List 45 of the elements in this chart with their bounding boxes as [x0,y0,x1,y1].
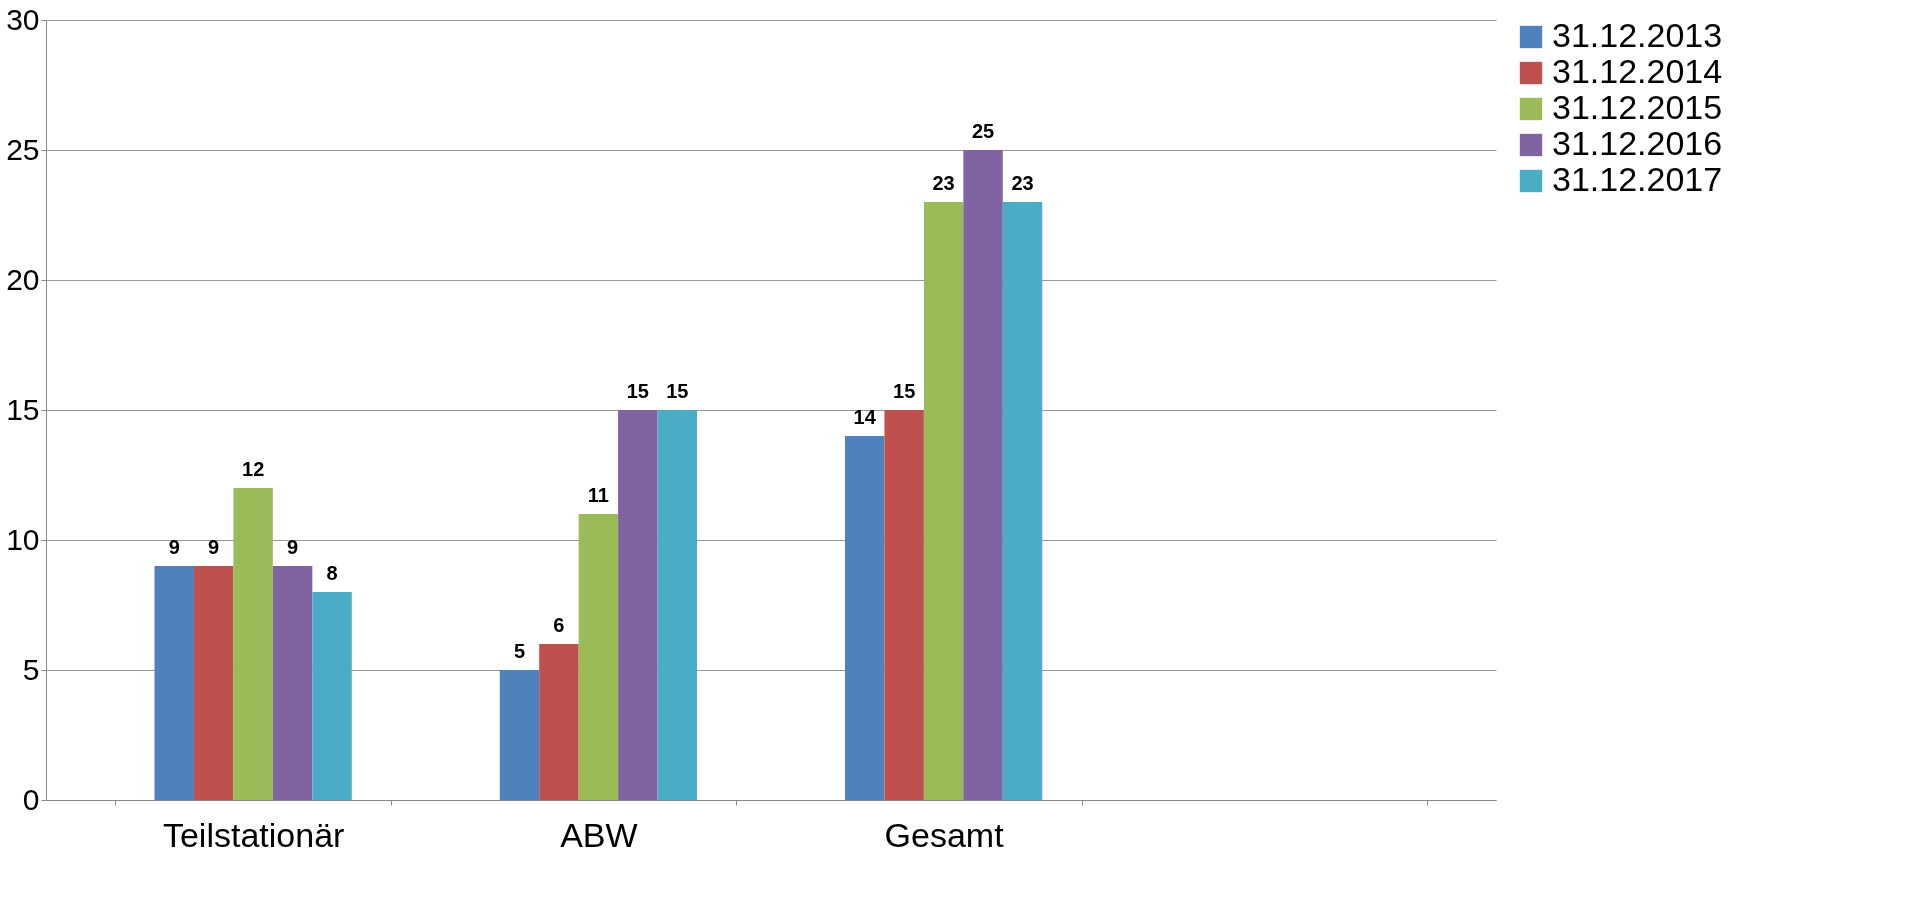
y-tick-label: 15 [6,392,40,426]
data-label: 9 [208,536,220,558]
y-tick-label: 0 [22,782,40,816]
y-tick-label: 30 [6,2,40,36]
bar [844,436,885,800]
data-label: 9 [168,536,180,558]
data-label: 5 [513,640,526,662]
bar [884,410,924,800]
legend-label: 31.12.2013 [1552,16,1723,54]
bar [312,592,352,800]
bar [963,150,1003,800]
data-label: 11 [587,484,609,506]
legend-label: 31.12.2016 [1552,124,1723,162]
bar [193,566,234,800]
data-label: 23 [932,172,955,194]
x-tick-label: Teilstationär [162,815,345,854]
bar [154,566,194,800]
legend-label: 31.12.2015 [1552,88,1723,126]
data-label: 15 [893,380,916,402]
bar [618,410,658,800]
bar [1002,202,1043,800]
y-tick-label: 25 [6,132,40,166]
data-label: 25 [971,120,995,142]
bar [272,566,313,800]
data-label: 12 [242,458,265,480]
bar [499,670,540,800]
bar [539,644,579,800]
bar [923,202,964,800]
y-tick-label: 5 [22,652,40,686]
y-tick-label: 20 [6,262,40,296]
data-label: 15 [626,380,649,402]
bar [233,488,273,800]
data-label: 6 [553,614,565,636]
data-label: 23 [1011,172,1034,194]
bar [578,514,619,800]
data-label: 14 [853,406,877,428]
legend-label: 31.12.2014 [1552,52,1723,90]
legend-label: 31.12.2017 [1552,160,1723,198]
data-label: 15 [666,380,689,402]
x-tick-label: ABW [560,815,638,854]
x-tick-label: Gesamt [884,815,1005,854]
y-tick-label: 10 [6,522,40,556]
bar [657,410,698,800]
data-label: 9 [287,536,299,558]
data-label: 8 [326,562,338,584]
